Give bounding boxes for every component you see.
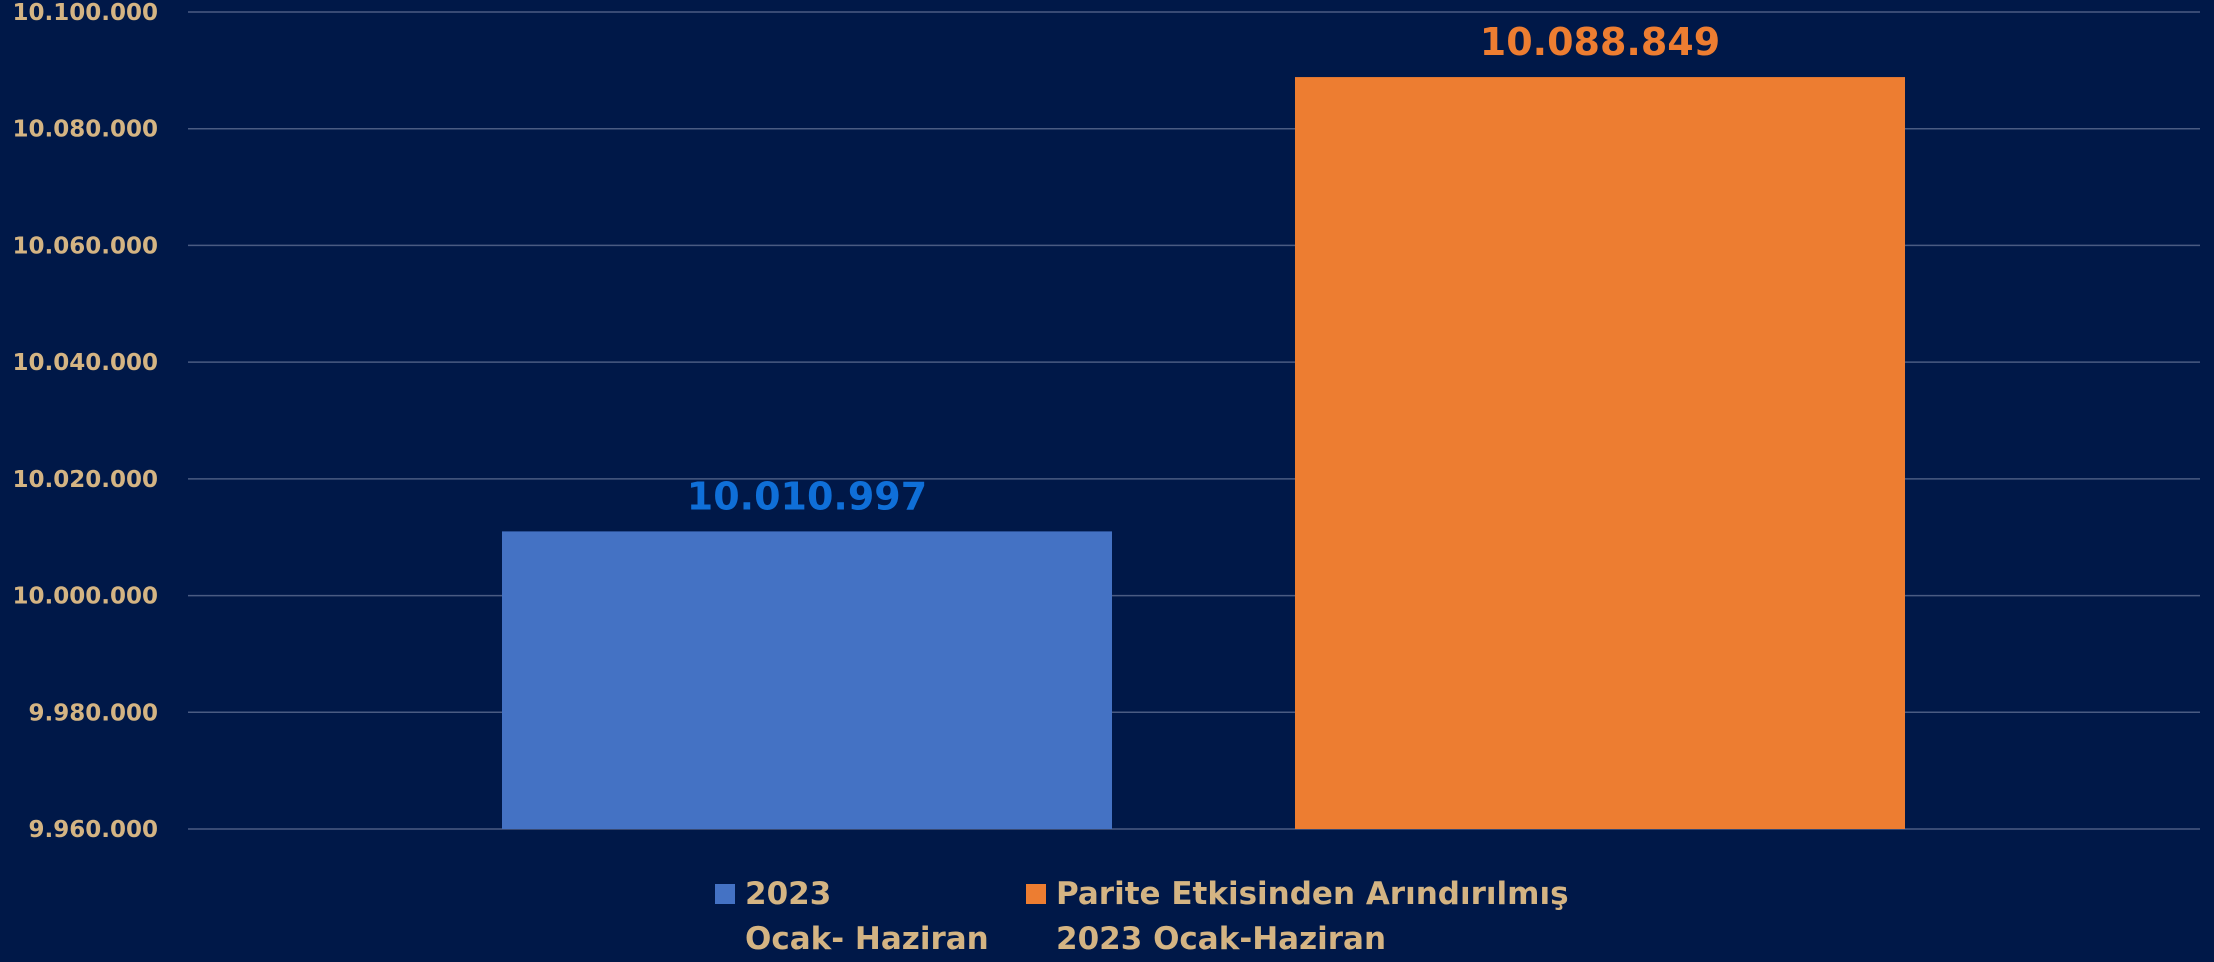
y-tick-label: 10.040.000 <box>12 350 158 376</box>
legend-swatch <box>1026 884 1046 904</box>
y-tick-label: 10.080.000 <box>12 117 158 143</box>
y-tick-label: 10.100.000 <box>12 0 158 26</box>
legend-label: 2023 Ocak-Haziran <box>1056 921 1386 957</box>
bar <box>1295 77 1905 830</box>
legend-item: Parite Etkisinden Arındırılmış 2023 Ocak-… <box>1026 876 1569 957</box>
legend-label: 2023 <box>745 876 831 912</box>
y-tick-label: 10.020.000 <box>12 467 158 493</box>
y-tick-label: 10.060.000 <box>12 233 158 259</box>
legend-label: Ocak- Haziran <box>745 921 989 957</box>
bar <box>502 531 1112 829</box>
y-axis-tick-labels: 9.960.000 9.980.000 10.000.000 10.020.000 10… <box>12 0 158 843</box>
legend-label: Parite Etkisinden Arındırılmış <box>1056 876 1569 912</box>
data-labels: 10.010.997 10.088.849 <box>687 20 1720 518</box>
y-tick-label: 10.000.000 <box>12 584 158 610</box>
legend-item: 2023 Ocak- Haziran <box>715 876 989 957</box>
y-tick-label: 9.960.000 <box>29 817 159 843</box>
y-tick-label: 9.980.000 <box>29 700 159 726</box>
legend-swatch <box>715 884 735 904</box>
data-label: 10.088.849 <box>1480 20 1720 64</box>
legend: 2023 Ocak- Haziran Parite Etkisinden Arınd… <box>715 876 1569 957</box>
data-label: 10.010.997 <box>687 474 927 518</box>
bars <box>502 77 1905 830</box>
